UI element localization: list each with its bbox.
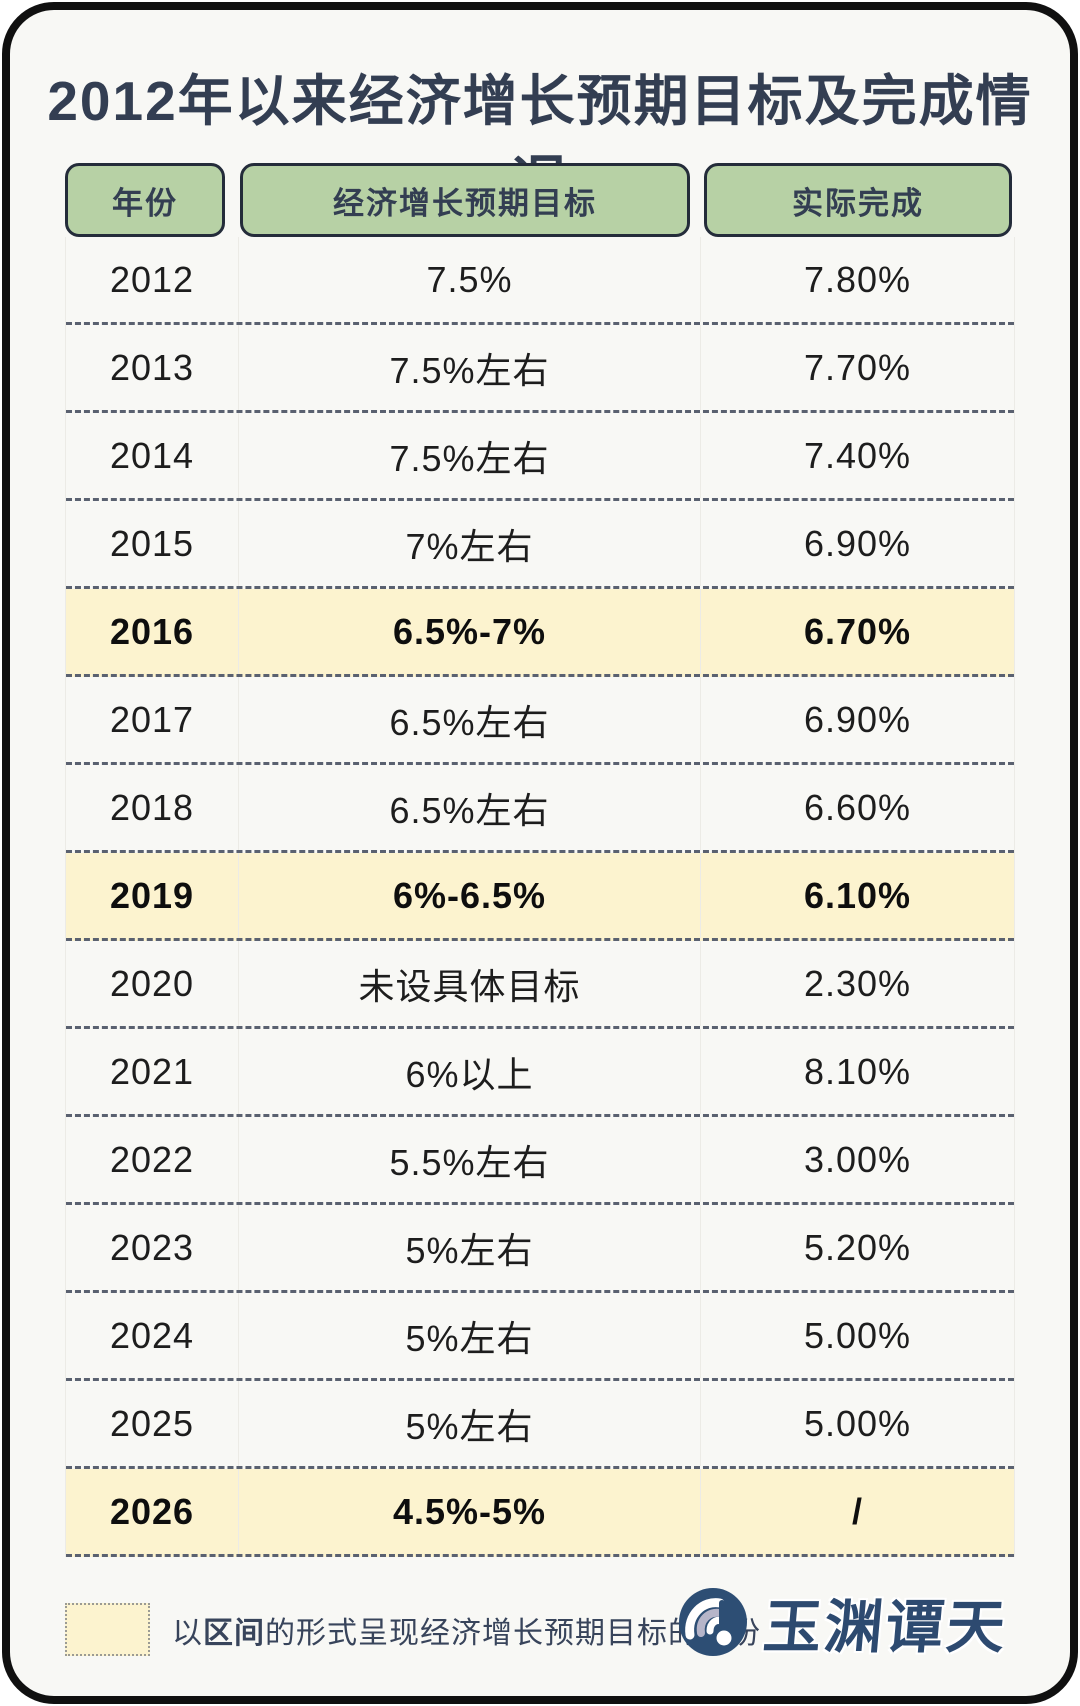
table-row: 2017 6.5%左右 6.90%	[66, 677, 1014, 765]
target-cell: 7%左右	[238, 501, 700, 586]
table-row: 2019 6%-6.5% 6.10%	[66, 853, 1014, 941]
year-cell: 2022	[109, 1138, 195, 1180]
table-row: 2012 7.5% 7.80%	[66, 237, 1014, 325]
year-cell: 2024	[109, 1314, 195, 1356]
year-cell: 2023	[109, 1226, 195, 1268]
year-cell: 2013	[109, 346, 195, 388]
legend-text-suffix: 的形式呈现经济增长预期目标的年份	[265, 1616, 761, 1650]
header-year: 年份	[65, 163, 225, 237]
year-cell: 2019	[109, 874, 195, 916]
table-body: 2012 7.5% 7.80% 2013 7.5%左右 7.70% 2014 7…	[65, 237, 1015, 1557]
target-cell: 5.5%左右	[238, 1117, 700, 1202]
target-cell: 6.5%左右	[238, 765, 700, 850]
target-cell: 7.5%左右	[238, 325, 700, 410]
target-cell: 4.5%-5%	[238, 1469, 700, 1554]
target-cell: 7.5%	[238, 237, 700, 322]
table-header-row: 年份 经济增长预期目标 实际完成	[65, 163, 1015, 237]
table-row: 2023 5%左右 5.20%	[66, 1205, 1014, 1293]
target-cell: 6%以上	[238, 1029, 700, 1114]
legend-swatch	[65, 1603, 150, 1656]
actual-cell: 6.70%	[700, 589, 1014, 674]
target-cell: 5%左右	[238, 1381, 700, 1466]
year-cell: 2020	[109, 962, 195, 1004]
actual-cell: 8.10%	[700, 1029, 1014, 1114]
table-row: 2022 5.5%左右 3.00%	[66, 1117, 1014, 1205]
table-row: 2018 6.5%左右 6.60%	[66, 765, 1014, 853]
table-row: 2026 4.5%-5% /	[66, 1469, 1014, 1557]
table-row: 2021 6%以上 8.10%	[66, 1029, 1014, 1117]
actual-cell: 2.30%	[700, 941, 1014, 1026]
year-cell: 2018	[109, 786, 195, 828]
legend-text-prefix: 以	[172, 1616, 203, 1650]
year-cell: 2017	[109, 698, 195, 740]
year-cell: 2012	[109, 258, 195, 300]
table-row: 2013 7.5%左右 7.70%	[66, 325, 1014, 413]
brand-name: 玉渊谭天	[760, 1595, 1011, 1660]
legend-text-bold: 区间	[203, 1616, 265, 1650]
actual-cell: 7.70%	[700, 325, 1014, 410]
table-row: 2020 未设具体目标 2.30%	[66, 941, 1014, 1029]
table-row: 2025 5%左右 5.00%	[66, 1381, 1014, 1469]
actual-cell: 5.20%	[700, 1205, 1014, 1290]
target-cell: 5%左右	[238, 1205, 700, 1290]
target-cell: 未设具体目标	[238, 941, 700, 1026]
actual-cell: 7.40%	[700, 413, 1014, 498]
year-cell: 2015	[109, 522, 195, 564]
target-cell: 6.5%-7%	[238, 589, 700, 674]
actual-cell: 6.90%	[700, 677, 1014, 762]
year-cell: 2016	[109, 610, 195, 652]
target-cell: 7.5%左右	[238, 413, 700, 498]
table-row: 2014 7.5%左右 7.40%	[66, 413, 1014, 501]
growth-target-table: 年份 经济增长预期目标 实际完成 2012 7.5% 7.80% 2013 7.…	[65, 163, 1015, 1557]
actual-cell: 7.80%	[700, 237, 1014, 322]
table-row: 2016 6.5%-7% 6.70%	[66, 589, 1014, 677]
brand-logo: 玉渊谭天	[676, 1582, 1011, 1662]
table-row: 2015 7%左右 6.90%	[66, 501, 1014, 589]
table-row: 2024 5%左右 5.00%	[66, 1293, 1014, 1381]
actual-cell: 5.00%	[700, 1293, 1014, 1378]
year-cell: 2025	[109, 1402, 195, 1444]
header-actual: 实际完成	[704, 163, 1012, 237]
actual-cell: 6.90%	[700, 501, 1014, 586]
target-cell: 6.5%左右	[238, 677, 700, 762]
year-cell: 2026	[109, 1490, 195, 1532]
actual-cell: 6.10%	[700, 853, 1014, 938]
wave-swirl-icon	[678, 1588, 747, 1656]
legend: 以区间的形式呈现经济增长预期目标的年份	[65, 1603, 761, 1656]
actual-cell: 3.00%	[700, 1117, 1014, 1202]
year-cell: 2014	[109, 434, 195, 476]
target-cell: 6%-6.5%	[238, 853, 700, 938]
target-cell: 5%左右	[238, 1293, 700, 1378]
year-cell: 2021	[109, 1050, 195, 1092]
header-target: 经济增长预期目标	[240, 163, 690, 237]
legend-label: 以区间的形式呈现经济增长预期目标的年份	[172, 1608, 761, 1652]
actual-cell: /	[700, 1469, 1014, 1554]
actual-cell: 6.60%	[700, 765, 1014, 850]
actual-cell: 5.00%	[700, 1381, 1014, 1466]
